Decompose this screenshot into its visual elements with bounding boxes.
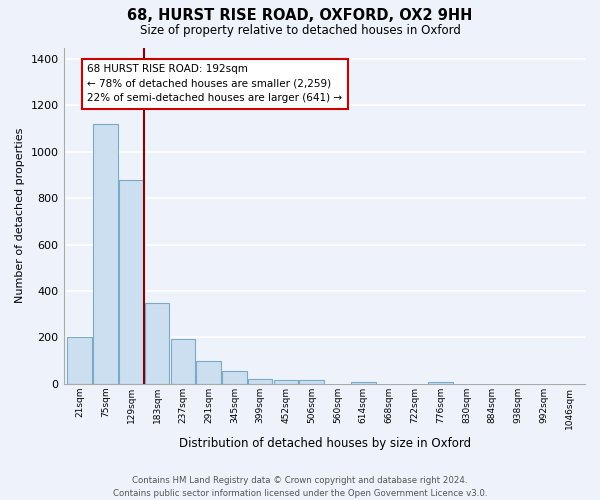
Bar	[196, 360, 221, 384]
Bar	[67, 338, 92, 384]
Bar	[248, 379, 272, 384]
X-axis label: Distribution of detached houses by size in Oxford: Distribution of detached houses by size …	[179, 437, 470, 450]
Text: Contains HM Land Registry data © Crown copyright and database right 2024.
Contai: Contains HM Land Registry data © Crown c…	[113, 476, 487, 498]
Bar	[351, 382, 376, 384]
Bar	[145, 302, 169, 384]
Text: 68 HURST RISE ROAD: 192sqm
← 78% of detached houses are smaller (2,259)
22% of s: 68 HURST RISE ROAD: 192sqm ← 78% of deta…	[88, 64, 343, 104]
Bar	[428, 382, 453, 384]
Bar	[170, 339, 195, 384]
Text: Size of property relative to detached houses in Oxford: Size of property relative to detached ho…	[140, 24, 460, 37]
Bar	[274, 380, 298, 384]
Bar	[93, 124, 118, 384]
Text: 68, HURST RISE ROAD, OXFORD, OX2 9HH: 68, HURST RISE ROAD, OXFORD, OX2 9HH	[127, 8, 473, 22]
Y-axis label: Number of detached properties: Number of detached properties	[15, 128, 25, 304]
Bar	[119, 180, 143, 384]
Bar	[222, 371, 247, 384]
Bar	[299, 380, 324, 384]
